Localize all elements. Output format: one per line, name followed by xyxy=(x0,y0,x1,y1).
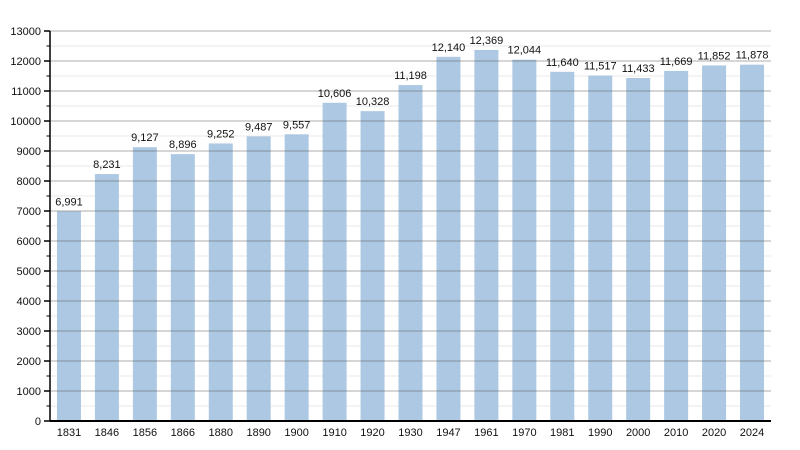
y-tick-label: 3000 xyxy=(17,326,41,338)
y-tick-label: 2000 xyxy=(17,356,41,368)
y-tick-label: 1000 xyxy=(17,386,41,398)
bar-value-label-1890: 9,487 xyxy=(245,121,273,133)
bar-2020 xyxy=(702,65,727,421)
bar-value-label-1920: 10,328 xyxy=(356,96,390,108)
x-tick-label-1831: 1831 xyxy=(57,427,81,439)
bar-1990 xyxy=(588,75,613,422)
bar-2010 xyxy=(664,70,689,422)
x-tick-label-1866: 1866 xyxy=(171,427,195,439)
x-tick-label-2020: 2020 xyxy=(702,427,726,439)
y-tick-label: 5000 xyxy=(17,266,41,278)
bar-1856 xyxy=(132,147,157,421)
bar-value-label-1930: 11,198 xyxy=(394,70,427,82)
bar-value-label-1990: 11,517 xyxy=(584,60,617,72)
bar-value-label-1961: 12,369 xyxy=(470,35,504,47)
x-tick-label-1846: 1846 xyxy=(95,427,119,439)
y-tick-label: 4000 xyxy=(17,296,41,308)
bar-2000 xyxy=(626,78,651,421)
y-tick-label: 12000 xyxy=(10,56,41,68)
bar-value-label-1900: 9,557 xyxy=(283,119,311,131)
y-tick-label: 7000 xyxy=(17,206,41,218)
bar-1890 xyxy=(246,136,271,421)
bar-value-label-2000: 11,433 xyxy=(622,63,655,75)
bar-value-label-1880: 9,252 xyxy=(207,128,235,140)
x-tick-label-2000: 2000 xyxy=(626,427,650,439)
y-tick-label: 6000 xyxy=(17,236,41,248)
y-tick-label: 10000 xyxy=(10,116,41,128)
bar-value-label-1947: 12,140 xyxy=(432,42,466,54)
x-tick-label-1947: 1947 xyxy=(436,427,460,439)
bar-1831 xyxy=(56,211,81,421)
x-tick-label-1890: 1890 xyxy=(246,427,270,439)
bar-1947 xyxy=(436,56,461,422)
y-tick-label: 9000 xyxy=(17,146,41,158)
x-tick-label-1900: 1900 xyxy=(284,427,308,439)
bar-value-label-2010: 11,669 xyxy=(660,56,693,68)
x-tick-label-2024: 2024 xyxy=(740,427,764,439)
y-tick-label: 11000 xyxy=(11,86,41,98)
bar-value-label-1970: 12,044 xyxy=(508,45,542,57)
bar-value-label-1981: 11,640 xyxy=(546,57,579,69)
bar-value-label-1866: 8,896 xyxy=(169,139,197,151)
bar-value-label-2024: 11,878 xyxy=(736,50,769,62)
bar-1880 xyxy=(208,143,233,421)
x-tick-label-1880: 1880 xyxy=(209,427,233,439)
bar-1846 xyxy=(94,174,119,421)
bar-1930 xyxy=(398,85,423,421)
bar-value-label-2020: 11,852 xyxy=(698,50,731,62)
bar-1970 xyxy=(512,59,537,422)
y-tick-label: 13000 xyxy=(10,26,41,38)
x-tick-label-1961: 1961 xyxy=(474,427,498,439)
x-tick-label-1990: 1990 xyxy=(588,427,612,439)
y-tick-label: 0 xyxy=(35,416,41,428)
x-tick-label-1930: 1930 xyxy=(398,427,422,439)
bar-value-label-1831: 6,991 xyxy=(55,196,83,208)
x-tick-label-1920: 1920 xyxy=(360,427,384,439)
bar-1920 xyxy=(360,111,385,421)
bar-1866 xyxy=(170,154,195,421)
x-tick-label-2010: 2010 xyxy=(664,427,688,439)
bar-value-label-1910: 10,606 xyxy=(318,88,352,100)
y-tick-label: 8000 xyxy=(17,176,41,188)
bar-value-label-1856: 9,127 xyxy=(131,132,159,144)
bar-1900 xyxy=(284,134,309,422)
x-tick-label-1910: 1910 xyxy=(322,427,346,439)
bar-1961 xyxy=(474,49,499,422)
bar-value-label-1846: 8,231 xyxy=(93,159,121,171)
x-tick-label-1981: 1981 xyxy=(550,427,574,439)
bar-1910 xyxy=(322,102,347,421)
bar-2024 xyxy=(740,64,765,421)
x-tick-label-1856: 1856 xyxy=(133,427,157,439)
x-tick-label-1970: 1970 xyxy=(512,427,536,439)
bar-1981 xyxy=(550,71,575,422)
